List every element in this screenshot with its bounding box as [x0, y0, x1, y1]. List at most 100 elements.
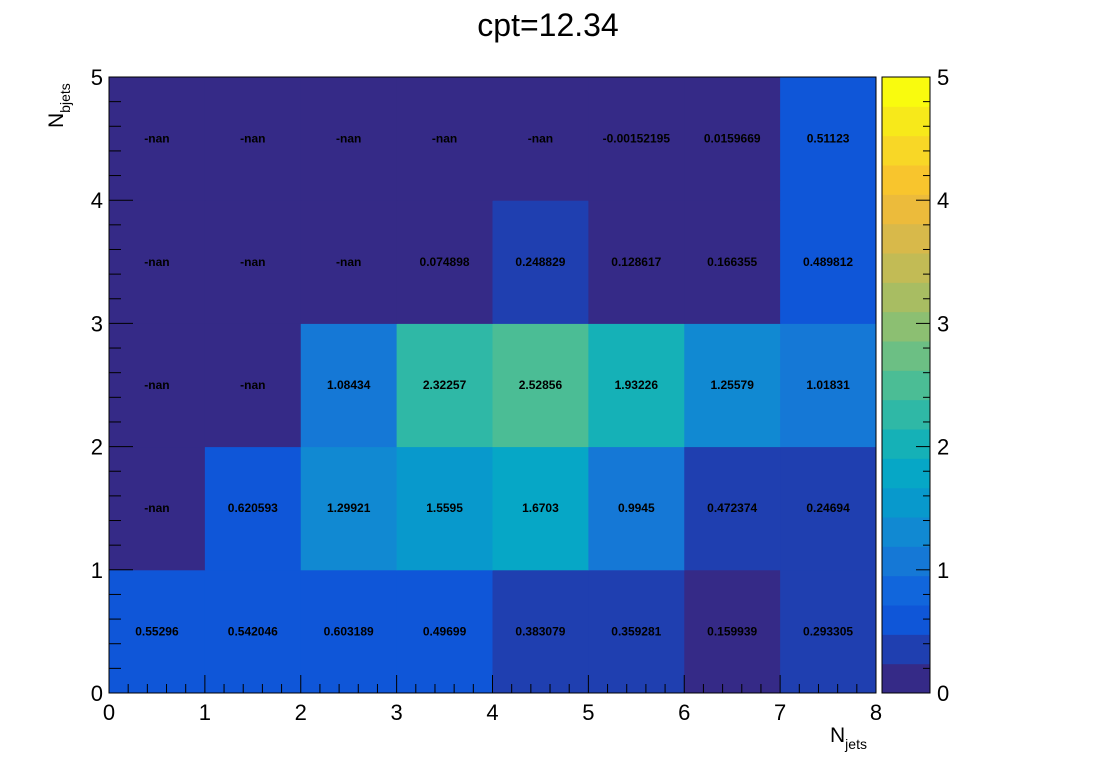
heatmap-cell	[204, 77, 302, 201]
cell-value-label: -nan	[144, 501, 169, 515]
heatmap-cell	[588, 569, 685, 694]
heatmap-cell	[780, 569, 877, 694]
color-scale-segment	[882, 282, 930, 313]
cell-value-label: 0.49699	[423, 624, 467, 638]
heatmap-cell	[492, 446, 589, 571]
heatmap-cell	[396, 200, 493, 324]
heatmap-cell	[588, 323, 685, 448]
cell-value-label: 1.08434	[327, 378, 371, 392]
color-scale-segment	[882, 458, 930, 489]
x-axis-label: Njets	[830, 724, 867, 752]
heatmap-cell	[300, 569, 398, 694]
color-scale-segment	[882, 370, 930, 401]
y-axis: 0 1 2 3 4 5	[91, 65, 133, 706]
cell-value-label: -0.00152195	[603, 132, 671, 146]
cell-value-label: 0.0159669	[704, 132, 761, 146]
x-tick-label: 1	[199, 700, 211, 725]
color-scale-segment	[882, 341, 930, 371]
heatmap-cell	[492, 77, 589, 201]
y-tick-label: 3	[91, 311, 103, 336]
cell-value-label: -nan	[336, 132, 361, 146]
y-tick-label: 2	[91, 435, 103, 460]
cell-value-label: 0.489812	[803, 255, 853, 269]
cell-value-label: -nan	[144, 378, 169, 392]
heatmap-cells	[109, 77, 877, 694]
cell-value-label: -nan	[528, 132, 553, 146]
x-tick-label: 4	[486, 700, 498, 725]
cell-value-label: 2.52856	[519, 378, 563, 392]
heatmap-cell	[300, 77, 398, 201]
x-axis: 0 1 2 3 4 5 6 7 8	[103, 675, 882, 725]
color-scale-segment	[882, 517, 930, 547]
color-scale-axis: 0 1 2 3 4 5	[916, 65, 949, 706]
y-axis-label: Nbjets	[45, 83, 73, 128]
color-scale-segment	[882, 487, 930, 518]
heatmap-cell	[396, 569, 493, 694]
x-axis-label-sub: jets	[844, 736, 867, 752]
heatmap-cell	[396, 446, 493, 571]
y-tick-label: 5	[91, 65, 103, 90]
z-tick-label: 0	[937, 681, 949, 706]
cell-value-label: 0.472374	[707, 501, 757, 515]
chart-title: cpt=12.34	[477, 7, 618, 43]
color-scale-segment	[882, 223, 930, 254]
cell-value-label: 0.542046	[228, 624, 278, 638]
color-scale-segment	[882, 194, 930, 225]
heatmap-cell	[109, 446, 206, 571]
color-scale-frame	[881, 76, 931, 694]
heatmap-cell	[300, 446, 398, 571]
z-tick-label: 2	[937, 435, 949, 460]
color-scale-segment	[882, 106, 930, 137]
cell-value-label: 0.074898	[420, 255, 470, 269]
color-scale-bar	[881, 76, 931, 694]
color-scale-segment	[882, 634, 930, 665]
x-tick-label: 3	[391, 700, 403, 725]
cell-value-label: 0.166355	[707, 255, 757, 269]
heatmap-cell	[492, 569, 589, 694]
heatmap-cell	[684, 200, 781, 324]
heatmap-cell	[109, 323, 206, 448]
heatmap-cell	[780, 446, 877, 571]
heatmap-cell	[684, 77, 781, 201]
heatmap-cell	[780, 77, 877, 201]
cell-value-label: -nan	[240, 378, 265, 392]
y-tick-label: 0	[91, 681, 103, 706]
z-tick-label: 4	[937, 188, 949, 213]
heatmap-cell	[109, 200, 206, 324]
x-tick-label: 5	[582, 700, 594, 725]
color-scale-segment	[882, 663, 930, 694]
heatmap-cell	[492, 323, 589, 448]
color-scale-segment	[882, 165, 930, 195]
heatmap-cell	[492, 200, 589, 324]
cell-value-label: 2.32257	[423, 378, 467, 392]
heatmap-cell	[109, 569, 206, 694]
cell-value-label: 1.93226	[615, 378, 659, 392]
cell-value-label: -nan	[240, 255, 265, 269]
color-scale-segment	[882, 546, 930, 577]
cell-value-label: -nan	[240, 132, 265, 146]
y-tick-label: 1	[91, 558, 103, 583]
cell-value-label: -nan	[432, 132, 457, 146]
cell-value-label: 1.25579	[710, 378, 754, 392]
heatmap-cell	[684, 323, 781, 448]
cell-value-label: 0.293305	[803, 624, 853, 638]
heatmap-cell	[300, 323, 398, 448]
heatmap-cell	[684, 446, 781, 571]
y-tick-label: 4	[91, 188, 103, 213]
cell-value-label: 0.9945	[618, 501, 655, 515]
cell-value-label: 0.128617	[611, 255, 661, 269]
heatmap-cell	[204, 446, 302, 571]
cell-value-label: 1.6703	[522, 501, 559, 515]
cell-value-label: 1.5595	[426, 501, 463, 515]
heatmap-cell	[204, 200, 302, 324]
y-axis-label-sub: bjets	[57, 83, 73, 113]
color-scale-segment	[882, 429, 930, 459]
z-tick-label: 1	[937, 558, 949, 583]
cell-value-label: 0.159939	[707, 624, 757, 638]
x-tick-label: 6	[678, 700, 690, 725]
color-scale-segment	[882, 575, 930, 606]
heatmap-cell	[684, 569, 781, 694]
x-tick-label: 8	[870, 700, 882, 725]
heatmap-cell	[204, 323, 302, 448]
